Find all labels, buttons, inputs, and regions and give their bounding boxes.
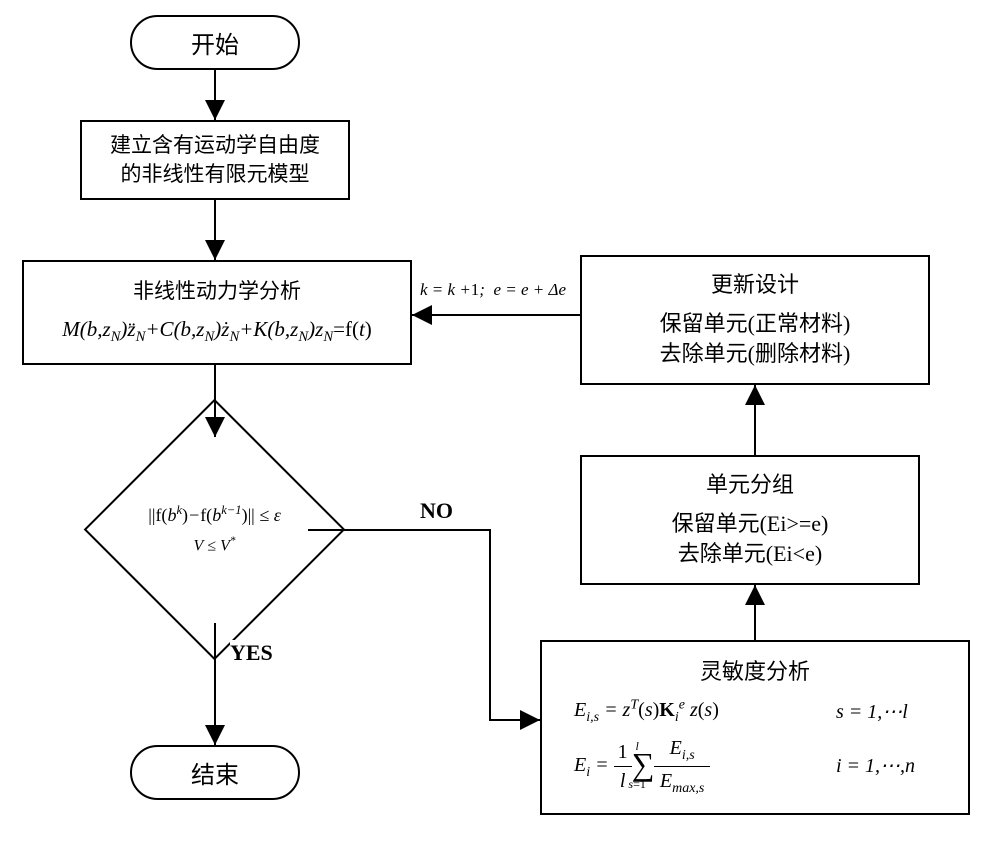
decision-cond2: V ≤ V* xyxy=(194,534,236,558)
start-label: 开始 xyxy=(191,25,239,60)
sensitivity-title: 灵敏度分析 xyxy=(700,657,810,688)
update-title: 更新设计 xyxy=(711,270,799,301)
analysis-equation: M(b,zN)z̈N+C(b,zN)żN+K(b,zN)zN=f(t) xyxy=(62,315,372,348)
model-node: 建立含有运动学自由度 的非线性有限元模型 xyxy=(80,120,350,200)
update-line1: 保留单元(正常材料) xyxy=(660,309,851,340)
update-node: 更新设计 保留单元(正常材料) 去除单元(删除材料) xyxy=(580,255,930,385)
sensitivity-eq1: Ei,s = zT(s)Kie z(s) xyxy=(554,696,836,728)
update-line2: 去除单元(删除材料) xyxy=(660,339,851,370)
analysis-title: 非线性动力学分析 xyxy=(133,277,301,306)
grouping-line1: 保留单元(Ei>=e) xyxy=(672,509,829,540)
sensitivity-eq2-cond: i = 1,⋯,n xyxy=(836,752,956,780)
end-node: 结束 xyxy=(130,745,300,800)
sensitivity-node: 灵敏度分析 Ei,s = zT(s)Kie z(s) s = 1,⋯l Ei =… xyxy=(540,640,970,815)
grouping-line2: 去除单元(Ei<e) xyxy=(678,539,822,570)
grouping-node: 单元分组 保留单元(Ei>=e) 去除单元(Ei<e) xyxy=(580,455,920,585)
sensitivity-eq2: Ei = 1l∑ls=1Ei,sEmax,s xyxy=(554,734,836,798)
edge-label-3: YES xyxy=(230,640,273,666)
edge-label-7: k = k +1; e = e + Δe xyxy=(420,280,566,300)
sensitivity-eq1-cond: s = 1,⋯l xyxy=(836,698,956,726)
end-label: 结束 xyxy=(191,755,239,790)
decision-cond1: ||f(bk)−f(bk−1)|| ≤ ε xyxy=(148,502,281,528)
grouping-title: 单元分组 xyxy=(706,470,794,501)
decision-node: ||f(bk)−f(bk−1)|| ≤ ε V ≤ V* xyxy=(122,437,307,622)
start-node: 开始 xyxy=(130,15,300,70)
analysis-node: 非线性动力学分析 M(b,zN)z̈N+C(b,zN)żN+K(b,zN)zN=… xyxy=(22,260,412,365)
edge-label-4: NO xyxy=(420,498,453,524)
model-line2: 的非线性有限元模型 xyxy=(121,160,310,189)
model-line1: 建立含有运动学自由度 xyxy=(110,131,320,160)
